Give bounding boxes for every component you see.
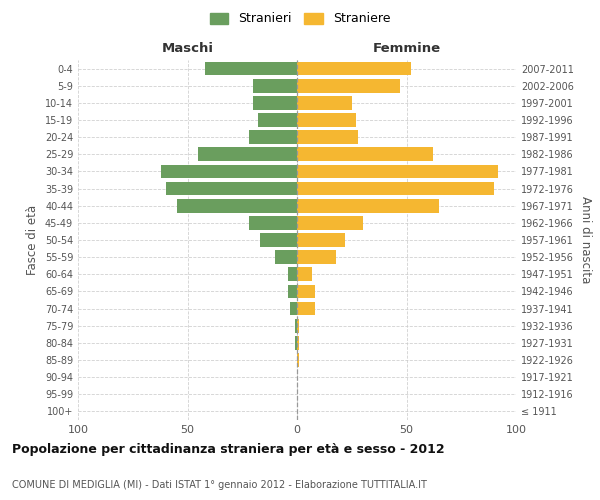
Bar — [288, 284, 297, 298]
Bar — [297, 353, 299, 367]
Bar — [297, 148, 433, 161]
Bar — [297, 79, 400, 92]
Bar — [297, 233, 345, 247]
Bar — [257, 113, 297, 127]
Bar — [297, 113, 356, 127]
Bar — [297, 199, 439, 212]
Bar — [297, 96, 352, 110]
Bar — [290, 302, 297, 316]
Bar — [297, 164, 499, 178]
Legend: Stranieri, Straniere: Stranieri, Straniere — [206, 8, 394, 29]
Bar — [161, 164, 297, 178]
Bar — [297, 319, 299, 332]
Text: Femmine: Femmine — [373, 42, 440, 55]
Bar — [297, 284, 314, 298]
Bar — [297, 182, 494, 196]
Y-axis label: Fasce di età: Fasce di età — [26, 205, 39, 275]
Bar — [295, 319, 297, 332]
Bar — [297, 216, 363, 230]
Y-axis label: Anni di nascita: Anni di nascita — [579, 196, 592, 284]
Bar — [297, 250, 337, 264]
Bar — [297, 302, 314, 316]
Bar — [166, 182, 297, 196]
Bar — [205, 62, 297, 76]
Bar — [253, 96, 297, 110]
Bar — [297, 336, 299, 349]
Bar — [176, 199, 297, 212]
Bar — [275, 250, 297, 264]
Bar — [260, 233, 297, 247]
Bar — [295, 336, 297, 349]
Bar — [297, 268, 313, 281]
Bar — [288, 268, 297, 281]
Bar — [297, 130, 358, 144]
Text: Popolazione per cittadinanza straniera per età e sesso - 2012: Popolazione per cittadinanza straniera p… — [12, 442, 445, 456]
Text: COMUNE DI MEDIGLIA (MI) - Dati ISTAT 1° gennaio 2012 - Elaborazione TUTTITALIA.I: COMUNE DI MEDIGLIA (MI) - Dati ISTAT 1° … — [12, 480, 427, 490]
Bar — [297, 62, 411, 76]
Bar — [253, 79, 297, 92]
Text: Maschi: Maschi — [161, 42, 214, 55]
Bar — [199, 148, 297, 161]
Bar — [249, 130, 297, 144]
Bar — [249, 216, 297, 230]
